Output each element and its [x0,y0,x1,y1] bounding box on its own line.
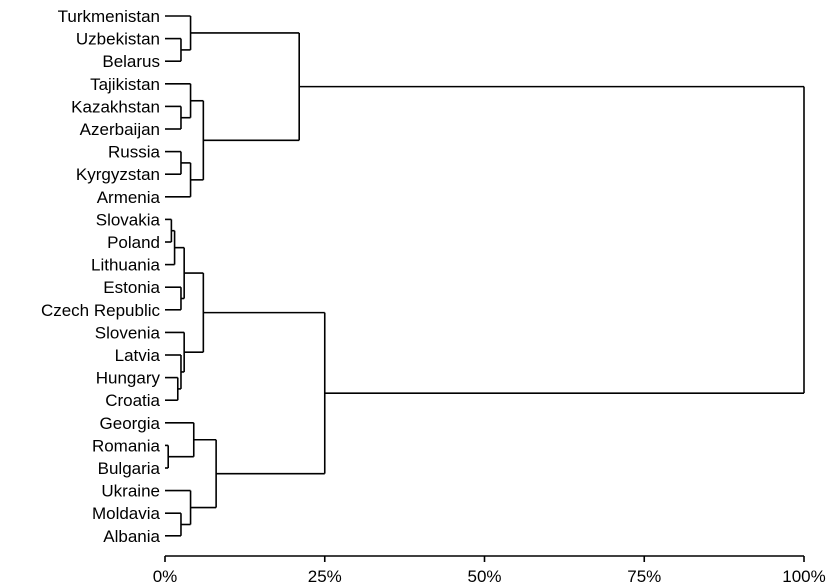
leaf-label: Belarus [102,52,160,71]
dendrogram-link [184,272,205,353]
leaf-label: Azerbaijan [80,120,160,139]
leaf-label: Slovenia [95,323,161,342]
leaf-label: Kazakhstan [71,97,160,116]
dendrogram-link [190,32,300,142]
leaf-label: Kyrgyzstan [76,165,160,184]
dendrogram-link [165,229,176,266]
dendrogram-link [165,37,182,63]
dendrogram-link [299,85,805,394]
x-tick-label: 25% [308,567,342,586]
dendrogram-link [165,286,182,311]
leaf-label: Romania [92,436,161,455]
dendrogram-link [190,99,205,181]
leaf-label: Albania [103,527,160,546]
leaf-labels: Turkmenistan Uzbekistan Belarus Tajikistan K… [41,7,161,546]
dendrogram-link [165,512,182,537]
x-tick-label: 0% [153,567,178,586]
leaf-label: Tajikistan [90,75,160,94]
leaf-label: Moldavia [92,504,161,523]
dendrogram-link [174,246,185,300]
x-tick-label: 75% [627,567,661,586]
x-tick-label: 50% [467,567,501,586]
dendrogram-link [165,15,192,51]
x-axis: 0% 25% 50% 75% 100% [153,555,826,586]
leaf-label: Armenia [97,188,161,207]
leaf-label: Hungary [96,369,161,388]
dendrogram-link [165,376,179,402]
dendrogram-link [203,311,326,475]
leaf-label: Ukraine [101,482,160,501]
leaf-label: Russia [108,143,161,162]
dendrogram-link [165,105,182,130]
leaf-label: Turkmenistan [58,7,160,26]
dendrogram-link [165,421,195,458]
leaf-label: Uzbekistan [76,30,160,49]
dendrogram-link [165,218,173,243]
dendrogram-link [165,83,192,119]
leaf-label: Estonia [103,278,160,297]
leaf-label: Latvia [115,346,161,365]
dendrogram-link [165,489,192,526]
leaf-label: Georgia [100,414,161,433]
leaf-label: Czech Republic [41,301,161,320]
dendrogram-link [165,150,182,175]
dendrogram-links [165,15,805,537]
leaf-label: Bulgaria [98,459,161,478]
leaf-label: Croatia [105,391,160,410]
dendrogram-link [165,162,192,198]
dendrogram-link [165,444,169,469]
leaf-label: Slovakia [96,210,161,229]
x-tick-label: 100% [782,567,825,586]
leaf-label: Lithuania [91,256,161,275]
leaf-label: Poland [107,233,160,252]
